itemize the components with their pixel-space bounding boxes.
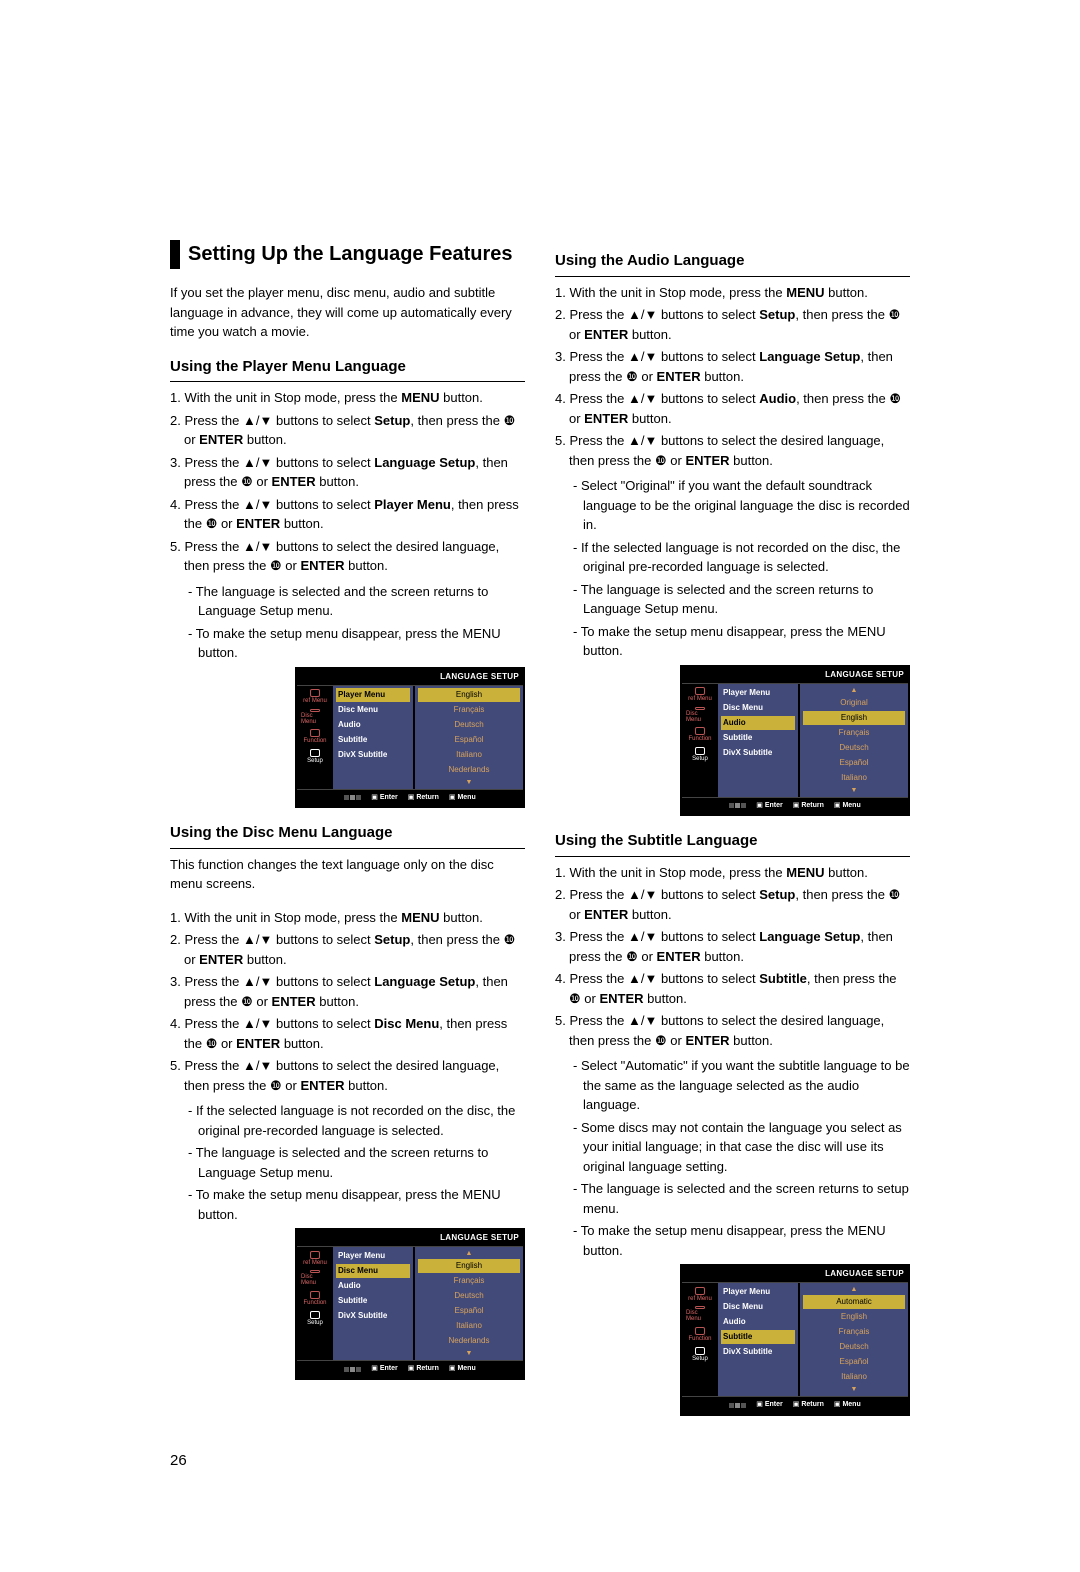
osd-language-list: ▲OriginalEnglishFrançaisDeutschEspañolIt…: [798, 684, 908, 797]
player-menu-osd: LANGUAGE SETUPref MenuDisc MenuFunctionS…: [295, 667, 525, 809]
note: - If the selected language is not record…: [573, 538, 910, 577]
step: 2. Press the ▲/▼ buttons to select Setup…: [170, 930, 525, 969]
disc-menu-steps: 1. With the unit in Stop mode, press the…: [170, 908, 525, 1096]
step: 1. With the unit in Stop mode, press the…: [170, 908, 525, 928]
disc-menu-osd-wrap: LANGUAGE SETUPref MenuDisc MenuFunctionS…: [170, 1228, 525, 1380]
step: 1. With the unit in Stop mode, press the…: [170, 388, 525, 408]
step: 3. Press the ▲/▼ buttons to select Langu…: [170, 972, 525, 1011]
disc-menu-heading: Using the Disc Menu Language: [170, 822, 525, 849]
step: 4. Press the ▲/▼ buttons to select Playe…: [170, 495, 525, 534]
note: - Select "Original" if you want the defa…: [573, 476, 910, 535]
osd-footer: ▣ Enter▣ Return▣ Menu: [682, 1396, 908, 1414]
note: - To make the setup menu disappear, pres…: [573, 622, 910, 661]
step: 1. With the unit in Stop mode, press the…: [555, 283, 910, 303]
intro-text: If you set the player menu, disc menu, a…: [170, 283, 525, 342]
disc-menu-osd: LANGUAGE SETUPref MenuDisc MenuFunctionS…: [295, 1228, 525, 1380]
osd-title: LANGUAGE SETUP: [297, 1230, 523, 1247]
osd-left-icons: ref MenuDisc MenuFunctionSetup: [297, 1247, 333, 1360]
step: 5. Press the ▲/▼ buttons to select the d…: [555, 1011, 910, 1050]
note: - To make the setup menu disappear, pres…: [188, 1185, 525, 1224]
step: 4. Press the ▲/▼ buttons to select Disc …: [170, 1014, 525, 1053]
step: 2. Press the ▲/▼ buttons to select Setup…: [170, 411, 525, 450]
audio-osd-wrap: LANGUAGE SETUPref MenuDisc MenuFunctionS…: [555, 665, 910, 817]
note: - The language is selected and the scree…: [188, 582, 525, 621]
osd-title: LANGUAGE SETUP: [682, 1266, 908, 1283]
osd-menu-items: Player MenuDisc MenuAudioSubtitleDivX Su…: [333, 686, 413, 789]
step: 2. Press the ▲/▼ buttons to select Setup…: [555, 885, 910, 924]
page-number: 26: [170, 1450, 910, 1473]
main-title: Setting Up the Language Features: [170, 240, 525, 269]
osd-title: LANGUAGE SETUP: [297, 669, 523, 686]
osd-menu-items: Player MenuDisc MenuAudioSubtitleDivX Su…: [718, 684, 798, 797]
step: 2. Press the ▲/▼ buttons to select Setup…: [555, 305, 910, 344]
osd-menu-items: Player MenuDisc MenuAudioSubtitleDivX Su…: [333, 1247, 413, 1360]
note: - The language is selected and the scree…: [573, 1179, 910, 1218]
note: - The language is selected and the scree…: [573, 580, 910, 619]
player-menu-osd-wrap: LANGUAGE SETUPref MenuDisc MenuFunctionS…: [170, 667, 525, 809]
note: - Select "Automatic" if you want the sub…: [573, 1056, 910, 1115]
note: - To make the setup menu disappear, pres…: [573, 1221, 910, 1260]
subtitle-osd-wrap: LANGUAGE SETUPref MenuDisc MenuFunctionS…: [555, 1264, 910, 1416]
osd-footer: ▣ Enter▣ Return▣ Menu: [682, 797, 908, 815]
step: 4. Press the ▲/▼ buttons to select Audio…: [555, 389, 910, 428]
step: 1. With the unit in Stop mode, press the…: [555, 863, 910, 883]
main-title-block: Setting Up the Language Features: [170, 240, 525, 269]
disc-menu-intro: This function changes the text language …: [170, 855, 525, 894]
subtitle-osd: LANGUAGE SETUPref MenuDisc MenuFunctionS…: [680, 1264, 910, 1416]
audio-osd: LANGUAGE SETUPref MenuDisc MenuFunctionS…: [680, 665, 910, 817]
subtitle-notes: - Select "Automatic" if you want the sub…: [573, 1056, 910, 1260]
note: - If the selected language is not record…: [188, 1101, 525, 1140]
disc-menu-notes: - If the selected language is not record…: [188, 1101, 525, 1224]
osd-left-icons: ref MenuDisc MenuFunctionSetup: [682, 1283, 718, 1396]
note: - The language is selected and the scree…: [188, 1143, 525, 1182]
right-column: Using the Audio Language 1. With the uni…: [555, 240, 910, 1430]
osd-footer: ▣ Enter▣ Return▣ Menu: [297, 1360, 523, 1378]
player-menu-heading: Using the Player Menu Language: [170, 356, 525, 383]
osd-left-icons: ref MenuDisc MenuFunctionSetup: [682, 684, 718, 797]
audio-heading: Using the Audio Language: [555, 250, 910, 277]
osd-footer: ▣ Enter▣ Return▣ Menu: [297, 789, 523, 807]
note: - To make the setup menu disappear, pres…: [188, 624, 525, 663]
step: 3. Press the ▲/▼ buttons to select Langu…: [170, 453, 525, 492]
osd-language-list: EnglishFrançaisDeutschEspañolItalianoNed…: [413, 686, 523, 789]
osd-menu-items: Player MenuDisc MenuAudioSubtitleDivX Su…: [718, 1283, 798, 1396]
left-column: Setting Up the Language Features If you …: [170, 240, 525, 1430]
page-columns: Setting Up the Language Features If you …: [170, 240, 910, 1430]
step: 5. Press the ▲/▼ buttons to select the d…: [170, 537, 525, 576]
subtitle-steps: 1. With the unit in Stop mode, press the…: [555, 863, 910, 1051]
osd-language-list: ▲EnglishFrançaisDeutschEspañolItalianoNe…: [413, 1247, 523, 1360]
osd-title: LANGUAGE SETUP: [682, 667, 908, 684]
note: - Some discs may not contain the languag…: [573, 1118, 910, 1177]
step: 3. Press the ▲/▼ buttons to select Langu…: [555, 927, 910, 966]
player-menu-steps: 1. With the unit in Stop mode, press the…: [170, 388, 525, 576]
audio-steps: 1. With the unit in Stop mode, press the…: [555, 283, 910, 471]
step: 4. Press the ▲/▼ buttons to select Subti…: [555, 969, 910, 1008]
step: 5. Press the ▲/▼ buttons to select the d…: [555, 431, 910, 470]
osd-left-icons: ref MenuDisc MenuFunctionSetup: [297, 686, 333, 789]
step: 5. Press the ▲/▼ buttons to select the d…: [170, 1056, 525, 1095]
player-menu-notes: - The language is selected and the scree…: [188, 582, 525, 663]
audio-notes: - Select "Original" if you want the defa…: [573, 476, 910, 661]
subtitle-heading: Using the Subtitle Language: [555, 830, 910, 857]
step: 3. Press the ▲/▼ buttons to select Langu…: [555, 347, 910, 386]
osd-language-list: ▲AutomaticEnglishFrançaisDeutschEspañolI…: [798, 1283, 908, 1396]
